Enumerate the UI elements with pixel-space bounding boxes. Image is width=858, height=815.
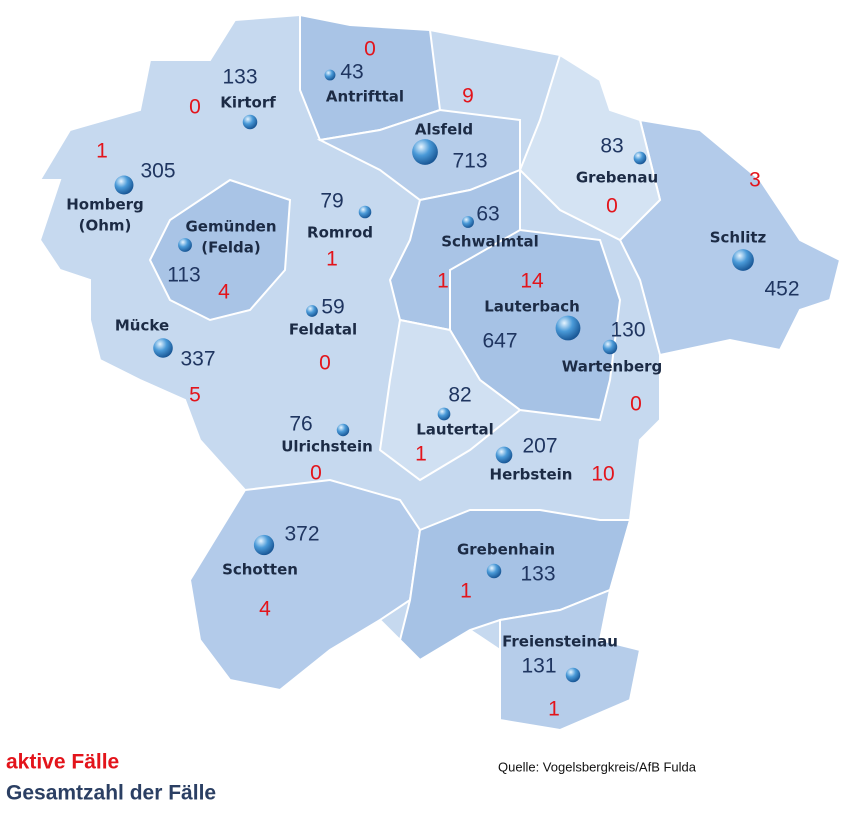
total-cases: 133 (520, 563, 555, 586)
municipality-name: Grebenau (576, 169, 658, 187)
municipality-name: Lautertal (416, 421, 494, 439)
active-cases: 1 (96, 140, 108, 163)
municipality-name: Alsfeld (415, 121, 473, 139)
total-cases: 337 (180, 348, 215, 371)
case-bubble (306, 305, 318, 317)
total-cases: 113 (167, 264, 200, 287)
total-cases: 452 (764, 278, 799, 301)
total-cases: 305 (140, 160, 175, 183)
municipality-name: Feldatal (289, 321, 357, 339)
active-cases: 1 (326, 248, 338, 271)
active-cases: 0 (319, 352, 331, 375)
case-bubble (412, 139, 438, 165)
case-bubble (633, 151, 647, 165)
municipality-name: Grebenhain (457, 541, 555, 559)
municipality-name: Antrifttal (326, 88, 404, 106)
case-bubble (486, 563, 502, 579)
total-cases: 647 (482, 330, 517, 353)
case-bubble (732, 249, 754, 271)
active-cases: 0 (630, 393, 642, 416)
active-cases: 4 (259, 598, 271, 621)
municipality-name: Schlitz (710, 229, 767, 247)
case-bubble (253, 534, 275, 556)
total-cases: 131 (521, 655, 556, 678)
municipality-name: (Felda) (201, 239, 261, 257)
case-bubble (178, 238, 192, 252)
case-bubble (565, 667, 581, 683)
case-bubble (555, 315, 581, 341)
case-bubble (324, 69, 336, 81)
total-cases: 63 (476, 203, 499, 226)
active-cases: 9 (462, 85, 474, 108)
active-cases: 0 (606, 195, 618, 218)
municipality-name: Ulrichstein (281, 438, 373, 456)
municipality-name: Wartenberg (562, 358, 663, 376)
total-cases: 59 (321, 296, 344, 319)
active-cases: 0 (310, 462, 322, 485)
active-cases: 1 (460, 580, 472, 603)
case-bubble (495, 446, 513, 464)
total-cases: 130 (610, 319, 645, 342)
legend-active: aktive Fälle (6, 751, 119, 774)
municipality-name: Lauterbach (484, 298, 580, 316)
total-cases: 82 (448, 384, 471, 407)
active-cases: 14 (520, 270, 544, 293)
total-cases: 713 (452, 150, 487, 173)
case-bubble (336, 423, 350, 437)
total-cases: 83 (600, 135, 623, 158)
case-bubble (114, 175, 134, 195)
active-cases: 1 (415, 443, 427, 466)
active-cases: 10 (591, 463, 614, 486)
municipality-name: Homberg (66, 196, 144, 214)
total-cases: 43 (340, 61, 363, 84)
municipality-name: Herbstein (490, 466, 573, 484)
municipality-name: (Ohm) (79, 217, 132, 235)
municipality-name: Schotten (222, 561, 298, 579)
active-cases: 1 (437, 270, 449, 293)
case-bubble (602, 339, 618, 355)
active-cases: 4 (218, 281, 230, 304)
case-bubble (358, 205, 372, 219)
source: Quelle: Vogelsbergkreis/AfB Fulda (498, 759, 697, 774)
active-cases: 3 (749, 169, 761, 192)
municipality-name: Kirtorf (220, 94, 276, 112)
total-cases: 372 (284, 523, 319, 546)
active-cases: 0 (189, 96, 201, 119)
municipality-name: Schwalmtal (441, 233, 539, 251)
municipality-name: Freiensteinau (502, 633, 618, 651)
total-cases: 76 (289, 413, 312, 436)
legend-total: Gesamtzahl der Fälle (6, 782, 216, 805)
total-cases: 133 (222, 66, 257, 89)
active-cases: 0 (364, 38, 376, 61)
total-cases: 207 (522, 435, 557, 458)
active-cases: 1 (548, 698, 560, 721)
case-bubble (242, 114, 258, 130)
case-bubble (153, 338, 173, 358)
active-cases: 5 (189, 384, 201, 407)
municipality-name: Romrod (307, 224, 373, 242)
total-cases: 79 (320, 190, 343, 213)
municipality-name: Mücke (115, 317, 169, 335)
municipality-name: Gemünden (185, 218, 276, 236)
case-bubble (462, 216, 474, 228)
case-bubble (437, 407, 451, 421)
